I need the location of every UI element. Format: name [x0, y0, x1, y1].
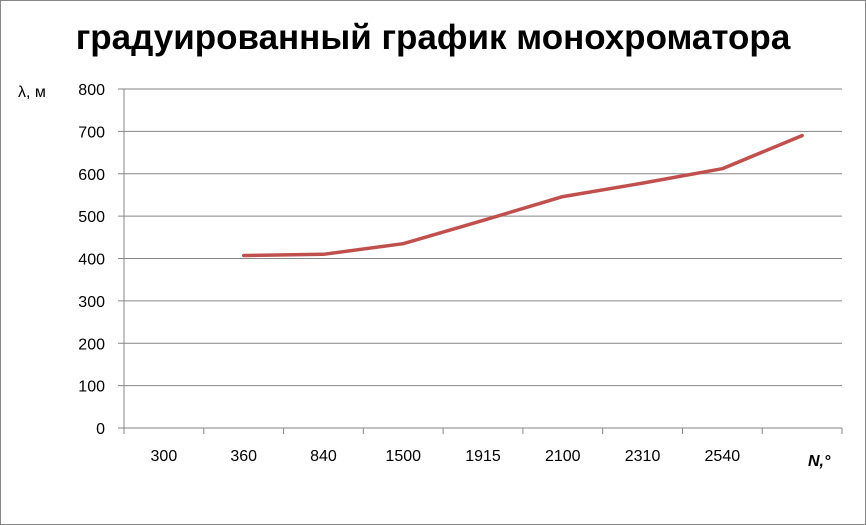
xtick-label-2540: 2540 [705, 448, 741, 465]
y-axis-title: λ, м [18, 84, 46, 101]
data-point-0-6 [720, 167, 724, 171]
ytick-label-800: 800 [78, 82, 105, 99]
series-layer [241, 133, 804, 258]
ytick-label-600: 600 [78, 167, 105, 184]
xtick-label-1915: 1915 [465, 448, 501, 465]
ytick-label-0: 0 [96, 421, 105, 438]
ytick-label-100: 100 [78, 379, 105, 396]
xtick-label-1500: 1500 [385, 448, 421, 465]
axes [118, 88, 843, 434]
x-axis-title: N,° [808, 453, 831, 470]
ytick-label-500: 500 [78, 209, 105, 226]
data-point-0-1 [321, 252, 325, 256]
data-point-0-7 [800, 134, 804, 138]
data-point-0-4 [561, 195, 565, 199]
data-point-0-0 [242, 254, 246, 258]
xtick-label-300: 300 [151, 448, 178, 465]
data-point-0-5 [641, 181, 645, 185]
ytick-label-400: 400 [78, 252, 105, 269]
ytick-label-200: 200 [78, 336, 105, 353]
xtick-label-2310: 2310 [625, 448, 661, 465]
ytick-label-700: 700 [78, 124, 105, 141]
data-point-0-2 [401, 242, 405, 246]
data-point-0-3 [481, 218, 485, 222]
y-tick-labels: 0 100 200 300 400 500 600 700 800 [78, 82, 105, 438]
xtick-label-840: 840 [310, 448, 337, 465]
ytick-label-300: 300 [78, 294, 105, 311]
gridlines [124, 88, 842, 387]
xtick-label-360: 360 [230, 448, 257, 465]
xtick-label-2100: 2100 [545, 448, 581, 465]
x-tick-labels: 300 360 840 1500 1915 2100 2310 2540 [151, 448, 741, 465]
series-line-0 [241, 133, 804, 258]
chart-title: градуированный график монохроматора [75, 18, 791, 57]
